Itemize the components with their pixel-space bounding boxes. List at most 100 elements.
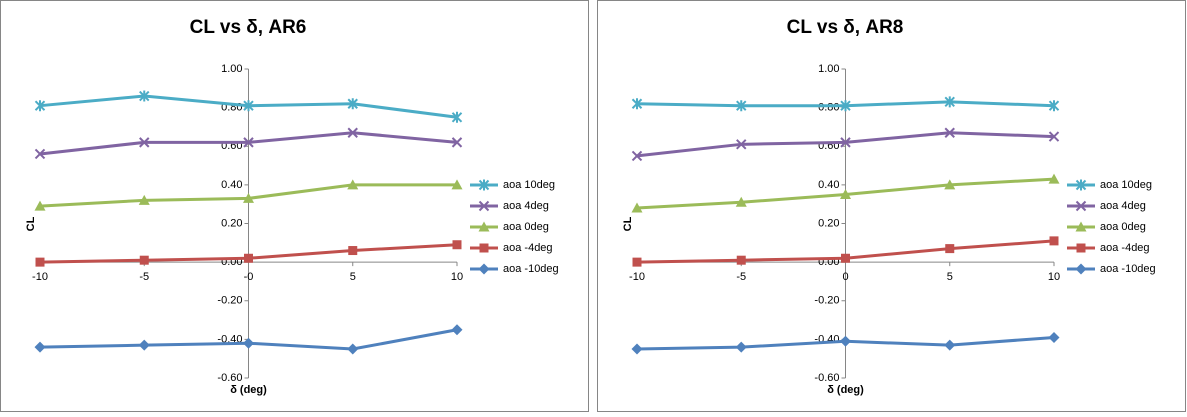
legend-label: aoa -10deg — [503, 263, 559, 275]
marker — [840, 137, 851, 148]
marker — [139, 137, 150, 148]
legend-marker — [1075, 179, 1087, 191]
marker — [139, 90, 150, 102]
legend-label: aoa -4deg — [1100, 242, 1150, 254]
marker — [735, 341, 747, 353]
x-tick-label: 10 — [451, 271, 463, 283]
marker — [841, 253, 850, 263]
marker — [347, 179, 359, 190]
marker — [944, 179, 956, 190]
x-tick-label: -5 — [139, 271, 149, 283]
marker — [945, 244, 955, 254]
x-tick-label: -10 — [32, 271, 48, 283]
marker — [1048, 331, 1060, 343]
marker — [1048, 131, 1060, 142]
marker — [840, 335, 851, 347]
legend-marker — [1075, 221, 1087, 232]
marker — [631, 150, 643, 162]
marker — [243, 100, 254, 112]
y-tick-label: -0.20 — [814, 295, 839, 307]
chart: CL vs δ, AR81.000.800.600.400.200.00-0.2… — [597, 0, 1186, 412]
marker — [1048, 100, 1060, 112]
legend-label: aoa 10deg — [1100, 179, 1152, 191]
marker — [944, 96, 955, 108]
marker — [452, 240, 462, 250]
chart-title: CL vs δ, AR8 — [787, 17, 904, 38]
marker — [348, 246, 358, 256]
legend-marker — [1075, 200, 1087, 212]
marker — [736, 100, 747, 112]
chart-title: CL vs δ, AR6 — [190, 17, 307, 38]
marker — [139, 255, 149, 265]
marker — [347, 343, 359, 355]
y-tick-label: 0.20 — [818, 217, 839, 229]
marker — [35, 257, 45, 267]
chart-frame — [0, 0, 589, 412]
x-axis-label: δ (deg) — [827, 384, 864, 396]
marker — [944, 127, 955, 138]
marker — [34, 341, 46, 353]
marker — [451, 111, 463, 123]
legend-marker — [1076, 243, 1086, 253]
y-tick-label: -0.60 — [217, 372, 242, 384]
legend-label: aoa 0deg — [1100, 221, 1146, 233]
legend-label: aoa 0deg — [503, 221, 549, 233]
marker — [243, 192, 254, 203]
x-tick-label: 10 — [1048, 271, 1060, 283]
marker — [138, 339, 150, 351]
legend-label: aoa 10deg — [503, 179, 555, 191]
marker — [243, 337, 254, 349]
marker — [451, 179, 463, 190]
x-tick-label: -5 — [736, 271, 746, 283]
marker — [736, 139, 747, 150]
chart: CL vs δ, AR61.000.800.600.400.200.00-0.2… — [0, 0, 589, 412]
y-tick-label: 0.40 — [818, 179, 839, 191]
x-tick-label: -10 — [629, 271, 645, 283]
y-tick-label: -0.20 — [217, 295, 242, 307]
marker — [631, 343, 643, 355]
legend-label: aoa -10deg — [1100, 263, 1156, 275]
marker — [840, 100, 851, 112]
y-tick-label: 0.20 — [221, 217, 242, 229]
marker — [1049, 236, 1059, 246]
marker — [632, 257, 642, 267]
y-axis-label: CL — [622, 216, 634, 231]
legend-marker — [478, 200, 490, 212]
marker — [451, 324, 463, 336]
legend-marker — [478, 179, 490, 191]
x-axis-label: δ (deg) — [230, 384, 267, 396]
y-tick-label: 1.00 — [221, 63, 242, 75]
legend-label: aoa 4deg — [503, 200, 549, 212]
legend-marker — [478, 263, 490, 275]
marker — [347, 127, 358, 138]
marker — [840, 189, 851, 200]
marker — [451, 137, 463, 148]
marker — [347, 98, 358, 110]
marker — [736, 255, 746, 265]
x-tick-label: 5 — [350, 271, 356, 283]
y-tick-label: 0.80 — [818, 102, 839, 114]
marker — [1048, 173, 1060, 184]
y-axis-label: CL — [25, 216, 37, 231]
legend-label: aoa -4deg — [503, 242, 553, 254]
marker — [631, 202, 643, 213]
x-tick-label: 0 — [842, 271, 848, 283]
marker — [631, 98, 643, 110]
marker — [735, 196, 747, 207]
legend-marker — [478, 221, 490, 232]
legend-marker — [1075, 263, 1087, 275]
marker — [34, 200, 46, 211]
marker — [34, 148, 46, 160]
legend-label: aoa 4deg — [1100, 200, 1146, 212]
legend-marker — [479, 243, 489, 253]
marker — [944, 339, 956, 351]
marker — [243, 137, 254, 148]
marker — [244, 253, 253, 263]
marker — [138, 194, 150, 205]
y-tick-label: -0.60 — [814, 372, 839, 384]
x-tick-label: -0 — [244, 271, 254, 283]
x-tick-label: 5 — [947, 271, 953, 283]
marker — [34, 100, 46, 112]
y-tick-label: 0.40 — [221, 179, 242, 191]
